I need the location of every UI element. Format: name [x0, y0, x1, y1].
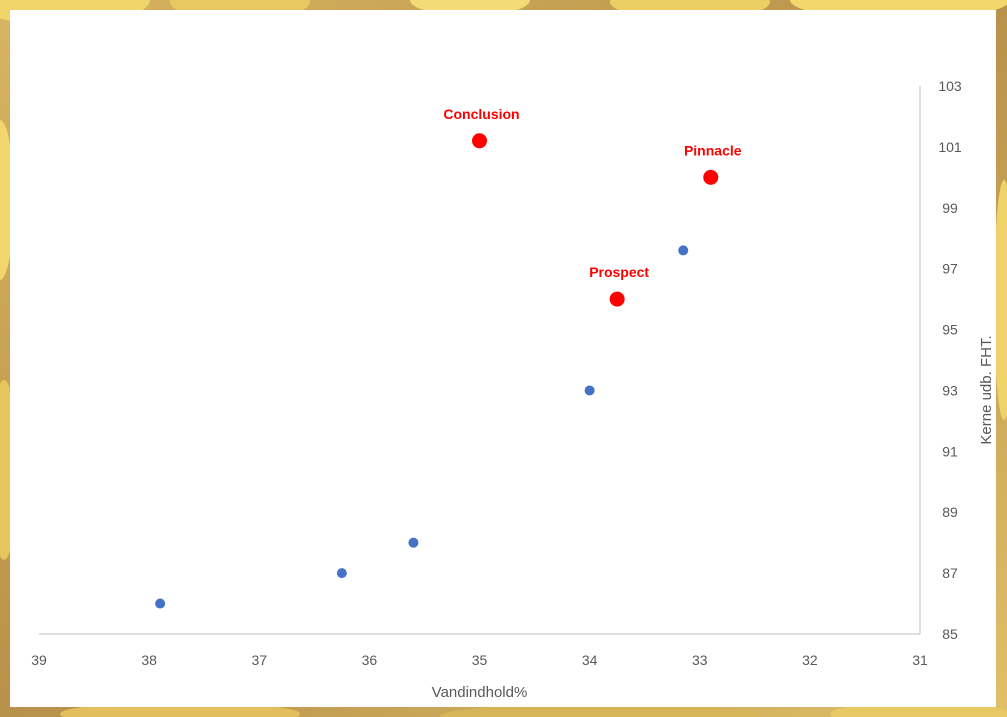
x-tick-label: 32: [802, 652, 818, 668]
data-point-red: [472, 133, 487, 149]
x-tick-label: 34: [582, 652, 598, 668]
y-tick-label: 97: [942, 261, 958, 277]
y-tick-label: 101: [938, 139, 962, 155]
y-axis-title: Kerne udb. FHT.: [978, 335, 995, 444]
data-point-blue: [584, 385, 595, 396]
x-axis-title: Vandindhold%: [432, 684, 528, 701]
x-tick-labels: 39 38 37 36 35 34 33 32 31: [31, 652, 928, 668]
point-labels: Conclusion Pinnacle Prospect: [443, 106, 741, 280]
y-tick-label: 91: [942, 443, 958, 459]
point-label: Conclusion: [443, 106, 519, 122]
axes: [39, 86, 921, 635]
x-tick-label: 36: [362, 652, 378, 668]
chart-panel: [10, 10, 996, 707]
data-point-blue: [408, 537, 419, 548]
y-tick-label: 99: [942, 200, 958, 216]
data-point-blue: [155, 598, 166, 609]
y-tick-label: 87: [942, 565, 958, 581]
x-tick-label: 37: [251, 652, 267, 668]
y-tick-label: 89: [942, 504, 958, 520]
x-tick-label: 31: [912, 652, 928, 668]
y-tick-label: 103: [938, 78, 962, 94]
y-tick-label: 93: [942, 382, 958, 398]
data-point-blue: [336, 568, 347, 579]
data-point-red: [703, 169, 719, 185]
x-tick-label: 33: [692, 652, 708, 668]
data-point-blue: [678, 245, 689, 256]
x-tick-label: 35: [472, 652, 488, 668]
y-tick-labels: 85 87 89 91 93 95 97 99 101 103: [938, 78, 962, 642]
data-point-red: [609, 291, 625, 307]
y-tick-label: 85: [942, 626, 958, 642]
x-tick-label: 39: [31, 652, 47, 668]
x-tick-label: 38: [141, 652, 157, 668]
y-tick-label: 95: [942, 322, 958, 338]
point-label: Prospect: [589, 264, 649, 280]
point-label: Pinnacle: [684, 142, 742, 158]
data-points: [155, 133, 719, 609]
